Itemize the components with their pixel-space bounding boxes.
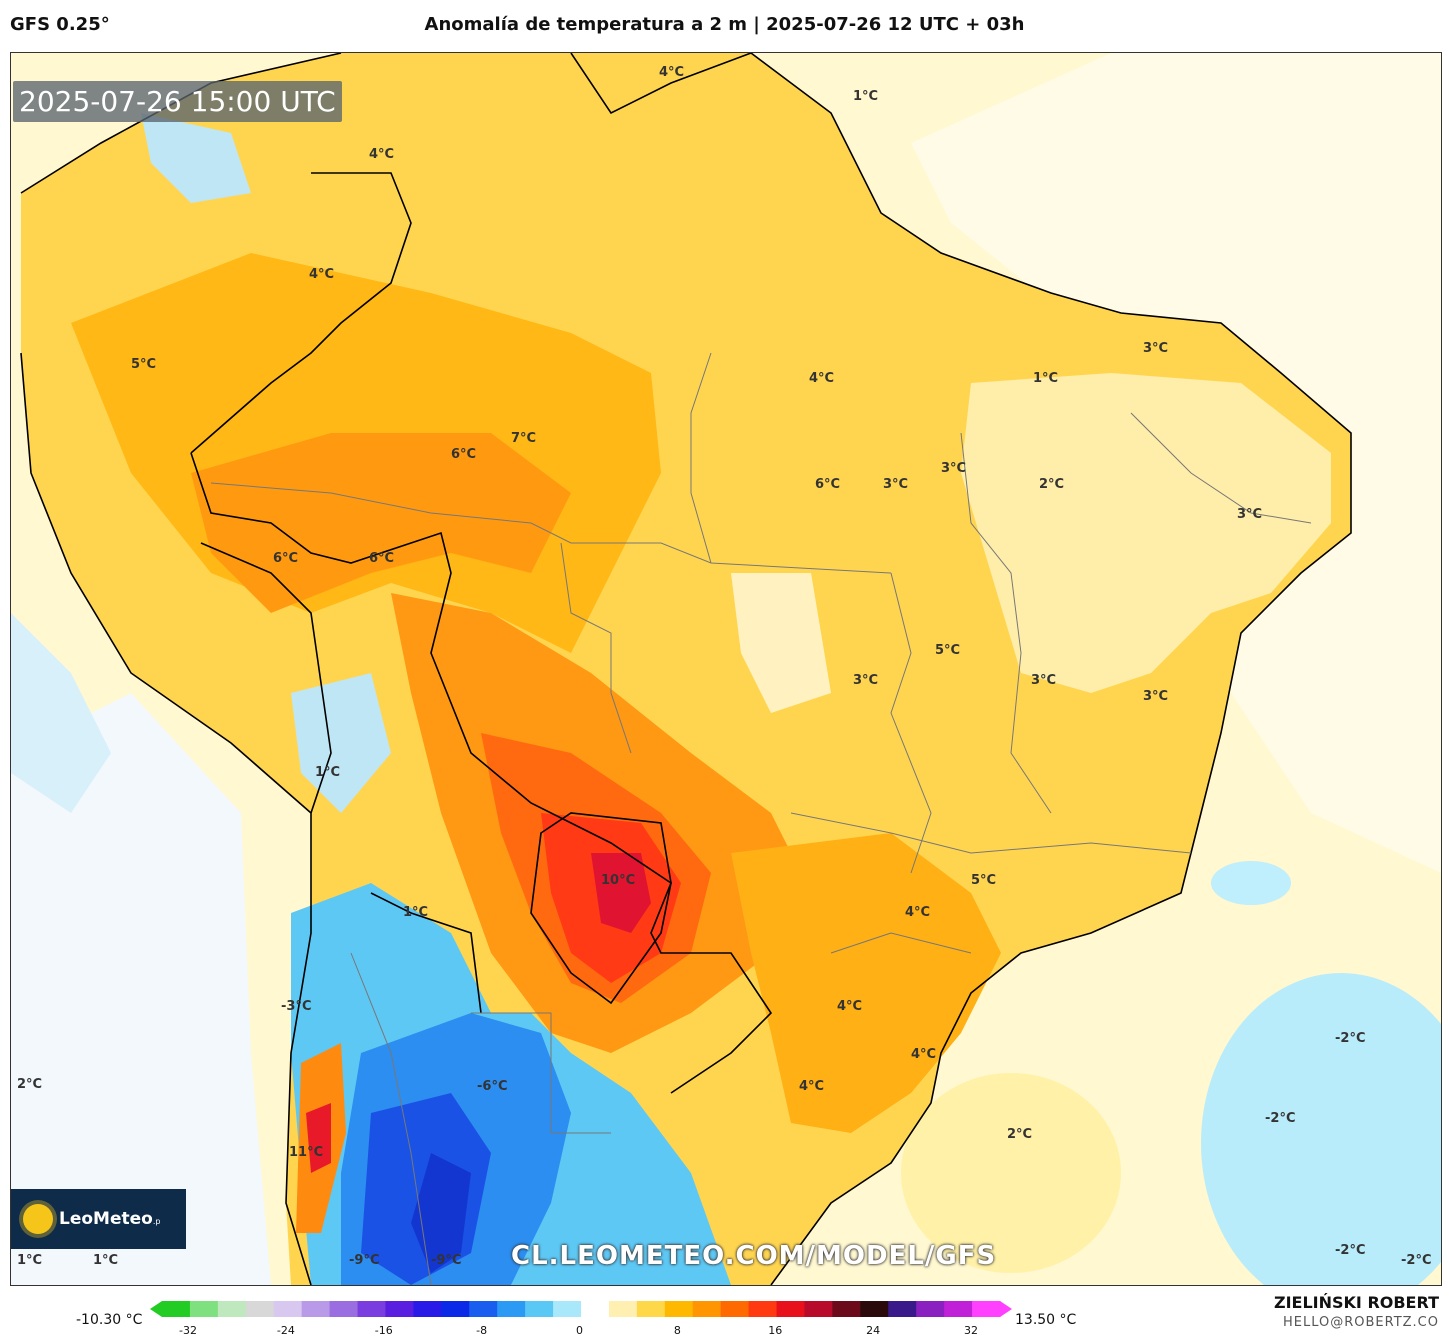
temp-label: 1°C	[315, 765, 341, 780]
author-credit: ZIELIŃSKI ROBERT	[1273, 1293, 1439, 1312]
temp-label: 3°C	[1031, 673, 1057, 688]
colorbar-cell	[357, 1301, 386, 1317]
colorbar-cell	[162, 1301, 191, 1317]
temp-label: 6°C	[273, 551, 299, 566]
colorbar-min-arrow	[150, 1301, 162, 1317]
temp-label: 1°C	[1033, 371, 1059, 386]
logo-brand: LeoMeteo	[59, 1209, 153, 1229]
temp-label: 3°C	[941, 461, 967, 476]
colorbar-tick-label: 16	[768, 1324, 783, 1337]
temp-label: 3°C	[853, 673, 879, 688]
temp-label: -2°C	[1265, 1111, 1296, 1126]
colorbar-cell	[888, 1301, 917, 1317]
colorbar-cell	[525, 1301, 554, 1317]
colorbar-cell	[217, 1301, 247, 1317]
source-watermark: CL.LEOMETEO.COM/MODEL/GFS	[511, 1241, 997, 1271]
temp-label: 3°C	[1237, 507, 1263, 522]
colorbar-cell	[553, 1301, 582, 1317]
temp-label: 1°C	[853, 89, 879, 104]
temp-label: 6°C	[369, 551, 395, 566]
temp-label: 3°C	[1143, 341, 1169, 356]
temp-label: 5°C	[131, 357, 157, 372]
temp-label: 2°C	[17, 1077, 43, 1092]
colorbar-cell	[441, 1301, 470, 1317]
colorbar-cell	[301, 1301, 331, 1317]
temp-label: 2°C	[1039, 477, 1065, 492]
temp-label: -9°C	[431, 1253, 462, 1268]
colorbar-cell	[413, 1301, 442, 1317]
map-title: Anomalía de temperatura a 2 m | 2025-07-…	[424, 14, 1025, 35]
temp-label: 5°C	[935, 643, 961, 658]
temp-label: 11°C	[289, 1145, 324, 1160]
temp-label: 7°C	[511, 431, 537, 446]
colorbar-cell	[581, 1301, 610, 1317]
temp-label: 3°C	[883, 477, 909, 492]
colorbar-cell	[692, 1301, 722, 1317]
colorbar-tick-label: 24	[866, 1324, 881, 1337]
temp-label: -2°C	[1335, 1031, 1366, 1046]
temp-label: -2°C	[1401, 1253, 1432, 1268]
colorbar-min-label: -10.30 °C	[76, 1312, 143, 1328]
temp-label: 4°C	[837, 999, 863, 1014]
colorbar-tick-label: 0	[576, 1324, 583, 1337]
colorbar-cell	[189, 1301, 219, 1317]
valid-time-badge: 2025-07-26 15:00 UTC	[13, 81, 342, 122]
temp-label: -2°C	[1335, 1243, 1366, 1258]
temp-label: 4°C	[799, 1079, 825, 1094]
colorbar-cell	[860, 1301, 889, 1317]
colorbar-cell	[720, 1301, 750, 1317]
author-email: HELLO@ROBERTZ.CO	[1282, 1315, 1439, 1330]
temp-label: 4°C	[309, 267, 335, 282]
colorbar-max-label: 13.50 °C	[1015, 1312, 1077, 1328]
temp-label: 5°C	[971, 873, 997, 888]
colorbar-cell	[776, 1301, 805, 1317]
colorbar-cell	[497, 1301, 526, 1317]
colorbar-cell	[273, 1301, 303, 1317]
temp-label: 1°C	[93, 1253, 119, 1268]
map-canvas	[11, 53, 1441, 1285]
temp-label: 4°C	[911, 1047, 937, 1062]
colorbar-tick-label: -8	[476, 1324, 488, 1337]
leometeo-logo: LeoMeteo.p	[11, 1189, 186, 1249]
colorbar-cell	[469, 1301, 498, 1317]
colorbar-tick-label: -16	[374, 1324, 393, 1337]
colorbar-tick-label: -32	[179, 1324, 197, 1337]
temp-label: 4°C	[809, 371, 835, 386]
colorbar-tick-label: 8	[673, 1324, 681, 1337]
colorbar-cell	[664, 1301, 694, 1317]
temperature-anomaly-map: 2025-07-26 15:00 UTC 4°C 1°C 4°C 4°C 5°C…	[10, 52, 1442, 1286]
temp-label: 3°C	[1143, 689, 1169, 704]
temp-label: 6°C	[451, 447, 477, 462]
colorbar-cell	[916, 1301, 945, 1317]
temp-label: 4°C	[659, 65, 685, 80]
temp-label: 4°C	[905, 905, 931, 920]
colorbar-tick-label: -24	[276, 1324, 295, 1337]
temp-label: -3°C	[281, 999, 312, 1014]
model-name: GFS 0.25°	[10, 14, 110, 35]
colorbar-tick-label: 32	[964, 1324, 978, 1337]
temp-label: 4°C	[369, 147, 395, 162]
colorbar-cell	[832, 1301, 861, 1317]
temp-label: 2°C	[1007, 1127, 1033, 1142]
colorbar-cell	[804, 1301, 833, 1317]
logo-suffix: .p	[152, 1217, 161, 1226]
colorbar-cell	[385, 1301, 414, 1317]
temp-label: 6°C	[815, 477, 841, 492]
sun-icon	[23, 1204, 53, 1234]
colorbar	[150, 1301, 1012, 1317]
colorbar-cell	[944, 1301, 973, 1317]
colorbar-cell	[608, 1301, 638, 1317]
colorbar-cell	[972, 1301, 1001, 1317]
temp-label: 10°C	[601, 873, 636, 888]
temp-label: 1°C	[17, 1253, 43, 1268]
colorbar-cell	[636, 1301, 666, 1317]
colorbar-cell	[748, 1301, 778, 1317]
temp-label: -6°C	[477, 1079, 508, 1094]
temp-label: 1°C	[403, 905, 429, 920]
colorbar-cell	[245, 1301, 275, 1317]
colorbar-max-arrow	[1000, 1301, 1012, 1317]
temp-label: -9°C	[349, 1253, 380, 1268]
colorbar-cell	[329, 1301, 359, 1317]
